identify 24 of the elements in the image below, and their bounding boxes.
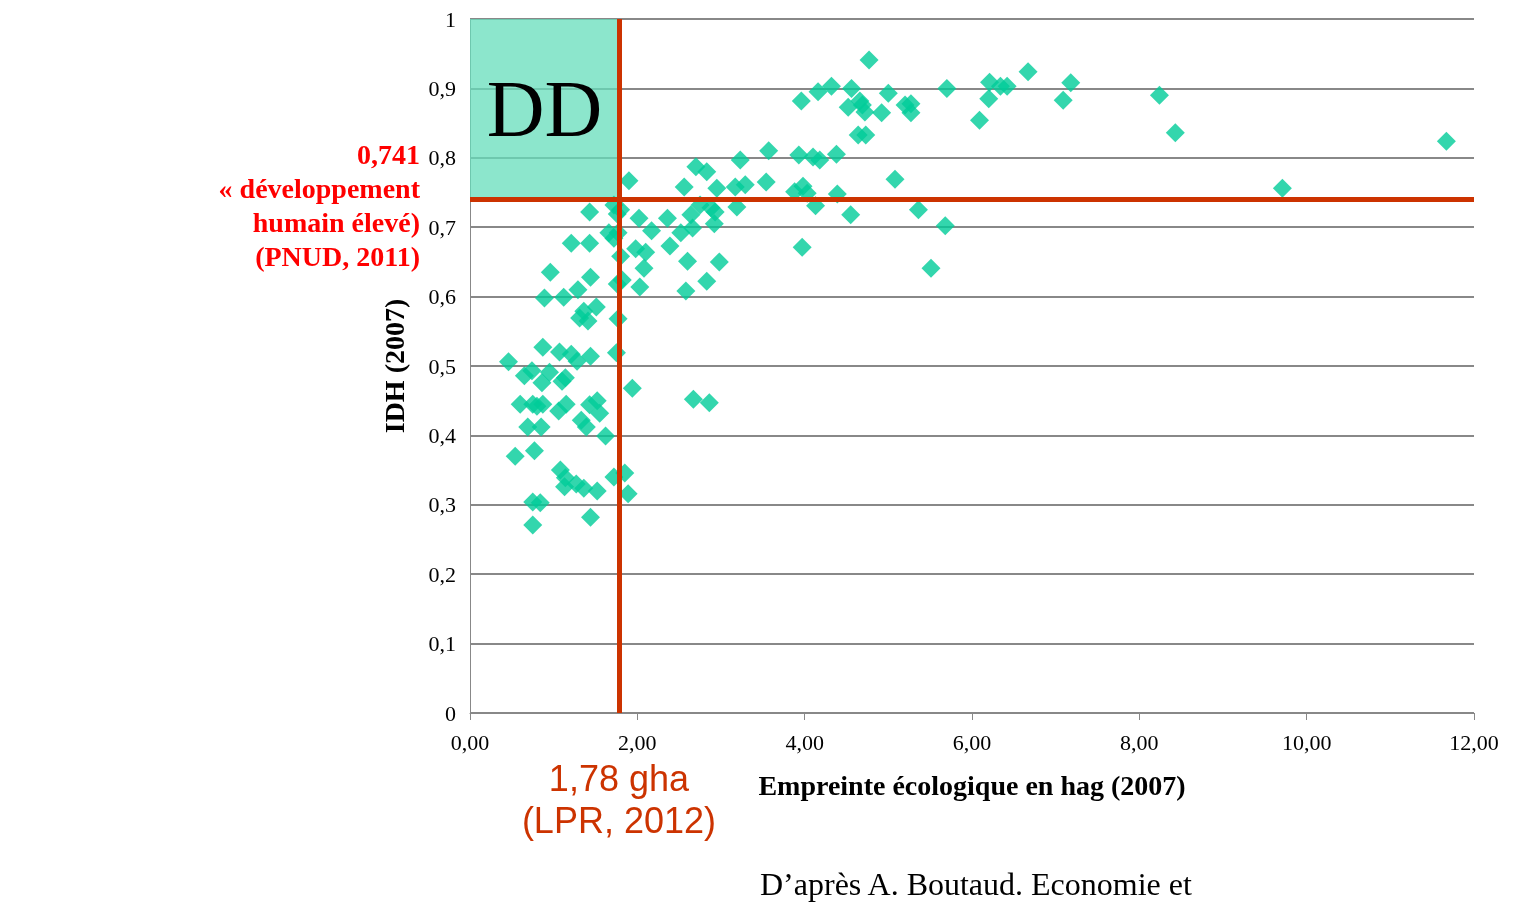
y-tick-label: 0,2 (428, 561, 456, 587)
y-tick-label: 1 (445, 6, 456, 32)
y-tick-label: 0 (445, 700, 456, 726)
x-tick-label: 8,00 (1120, 729, 1159, 755)
y-axis-title: IDH (2007) (378, 298, 410, 434)
x-tick-label: 2,00 (618, 729, 657, 755)
y-tick-label: 0,1 (428, 631, 456, 657)
y-tick-label: 0,5 (428, 353, 456, 379)
y-tick-label: 0,6 (428, 284, 456, 310)
x-tick-label: 0,00 (450, 729, 490, 755)
y-tick-label: 0,9 (428, 75, 456, 101)
band-label: DD (486, 64, 603, 153)
ref-line-label: 1,78 gha (LPR, 2012) (521, 757, 716, 841)
x-tick-label: 4,00 (785, 729, 824, 755)
y-tick-label: 0,4 (428, 422, 456, 448)
x-tick-label: 6,00 (952, 729, 992, 755)
x-axis-title: Empreinte écologique en hag (2007) (758, 769, 1186, 801)
x-tick-label: 10,00 (1281, 729, 1332, 755)
x-tick-label: 12,00 (1449, 729, 1499, 755)
text: D’après A. Boutaud. Economie et (760, 866, 1192, 902)
ref-line-label: 0,741 « développement humain élevé) (PNUD, 2011) (218, 138, 421, 272)
y-tick-label: 0,8 (428, 145, 456, 171)
y-tick-label: 0,3 (428, 492, 456, 518)
y-tick-label: 0,7 (428, 214, 456, 240)
